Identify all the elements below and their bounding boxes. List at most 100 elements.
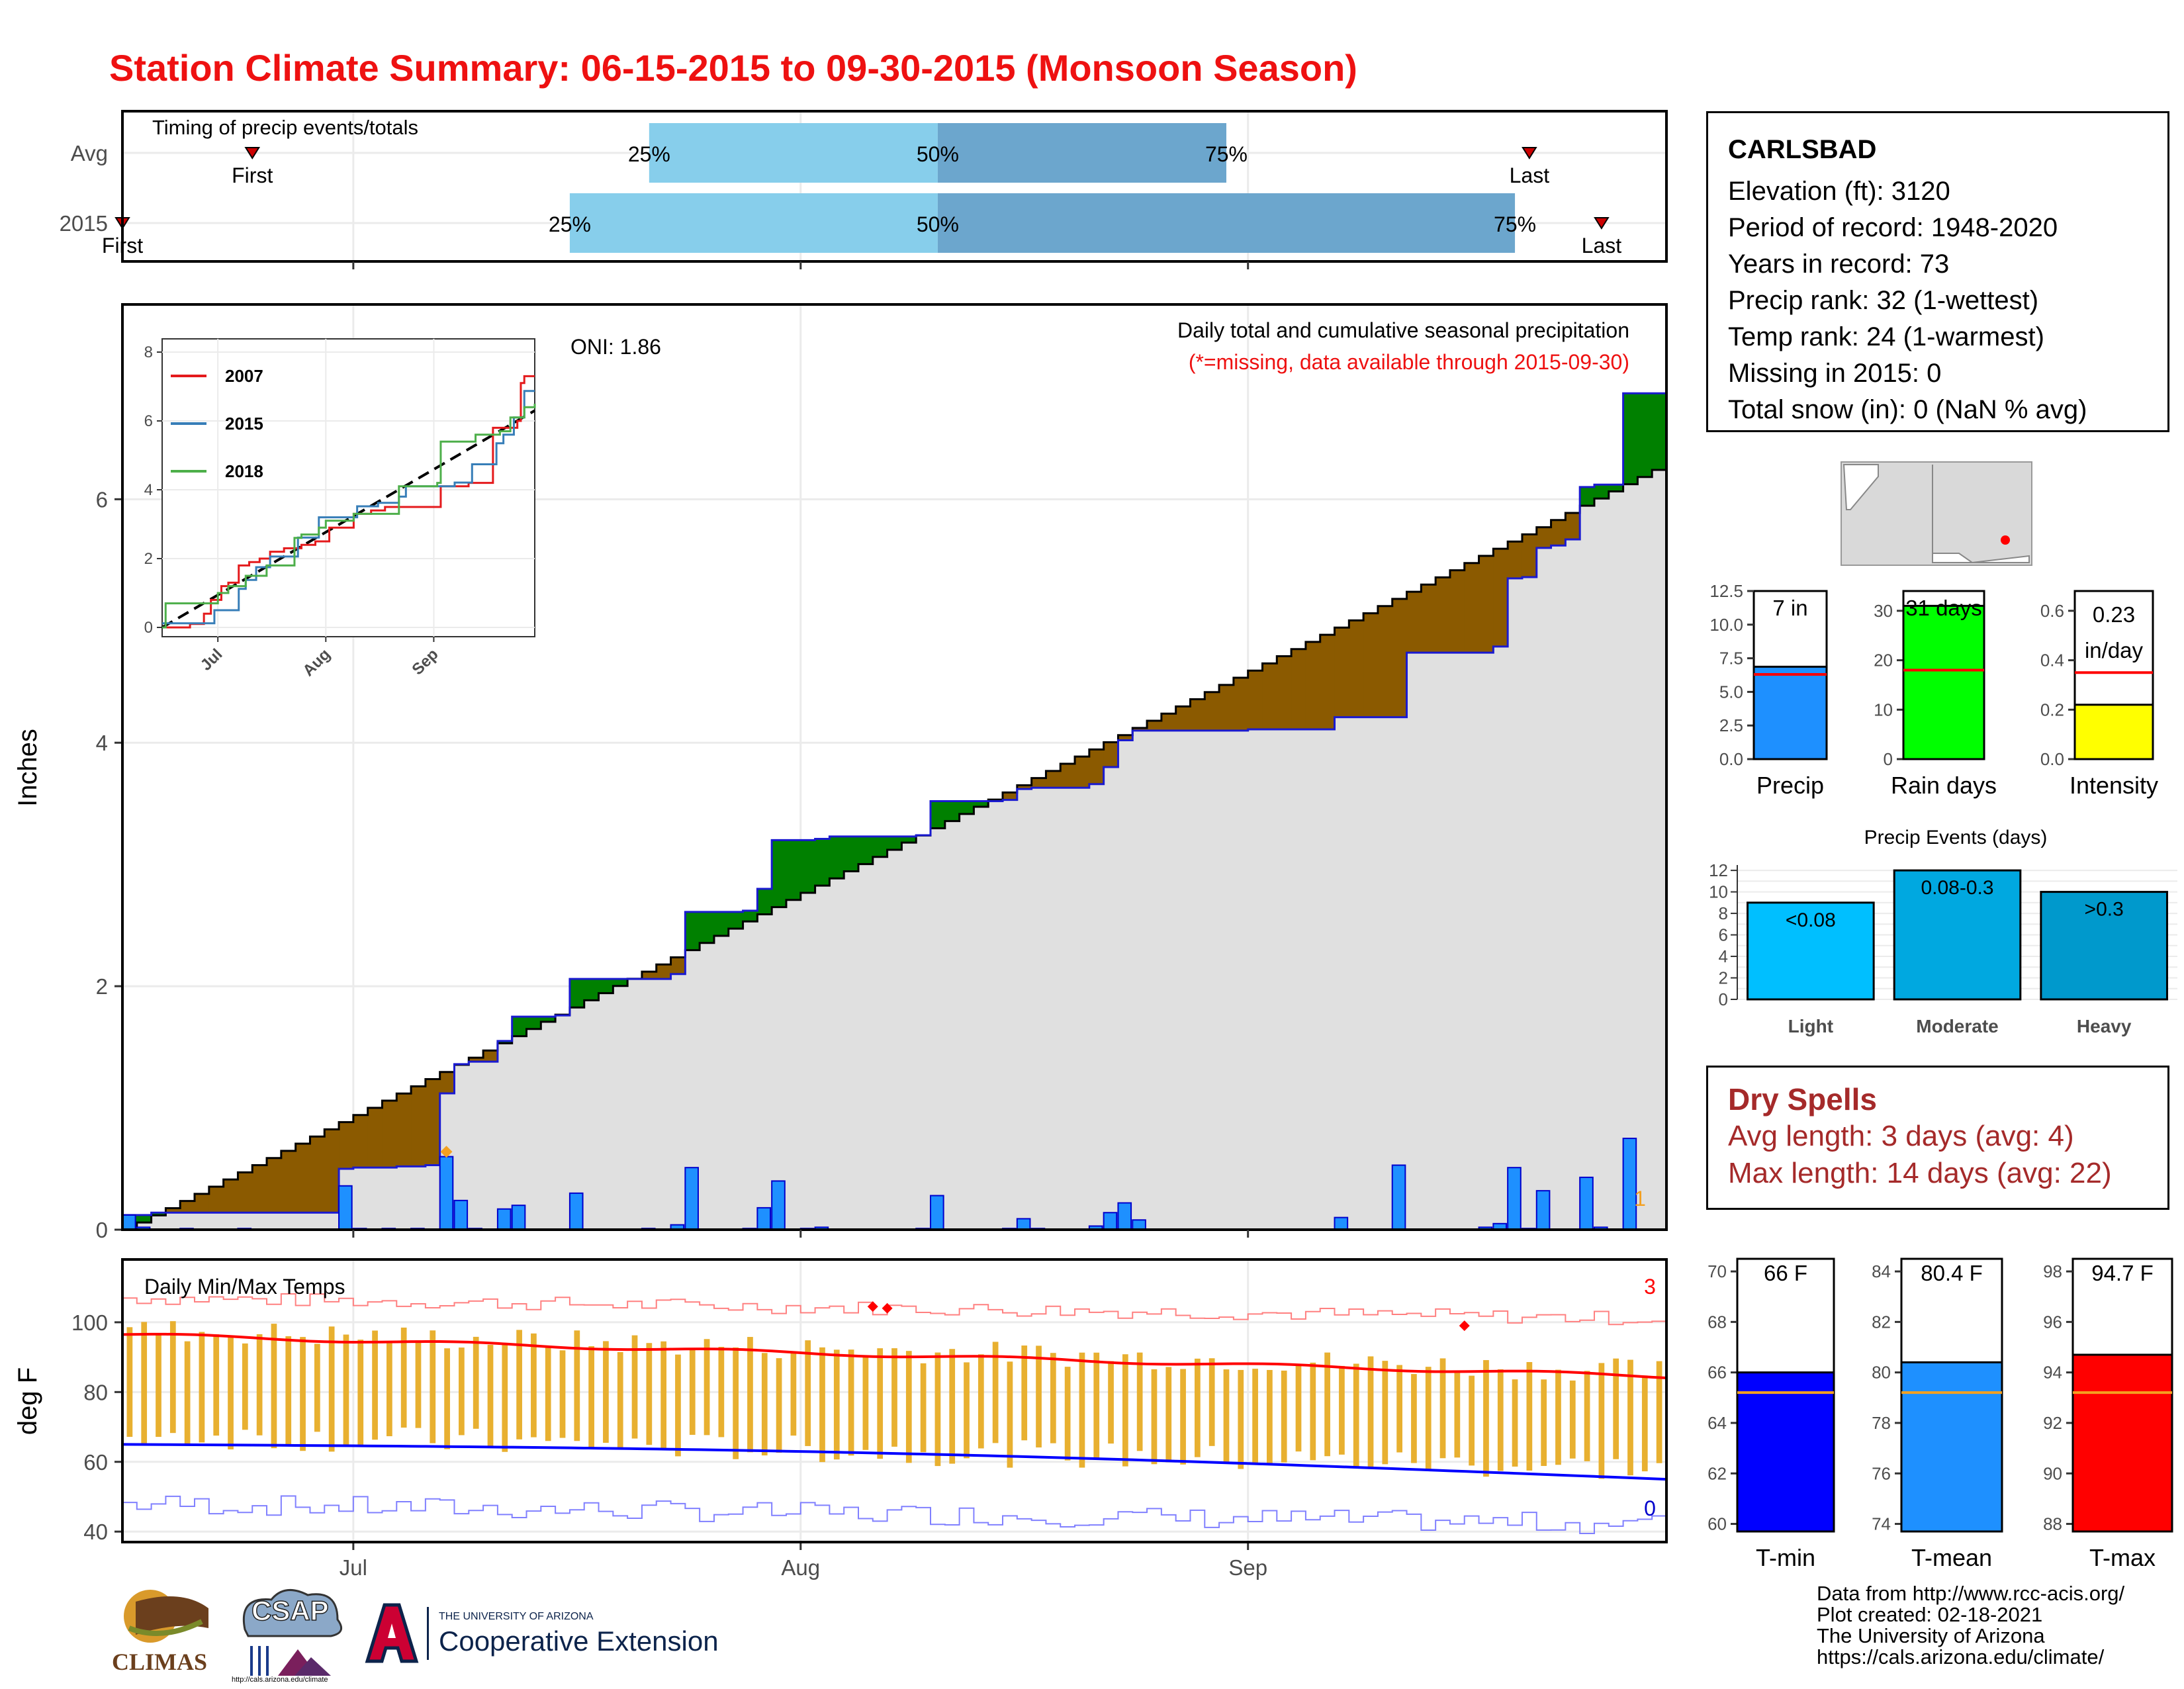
temps-daily-range-bar xyxy=(1007,1361,1013,1467)
precip-anomaly-fill xyxy=(858,837,873,864)
events-bar-label: <0.08 xyxy=(1786,909,1836,931)
temps-daily-range-bar xyxy=(1195,1359,1201,1457)
precip-anomaly-fill xyxy=(1335,627,1349,717)
small-intensity-ytick-label: 0.2 xyxy=(2040,700,2064,719)
dry-spells-box: Dry Spells Avg length: 3 days (avg: 4) M… xyxy=(1706,1066,2169,1210)
temps-daily-range-bar xyxy=(690,1348,696,1435)
temps-daily-range-bar xyxy=(257,1334,263,1436)
precip-anomaly-fill xyxy=(512,1017,527,1036)
temps-daily-range-bar xyxy=(949,1349,955,1463)
temps-daily-range-bar xyxy=(978,1354,984,1448)
temps-daily-range-bar xyxy=(213,1334,219,1436)
temps-daily-range-bar xyxy=(1454,1373,1460,1457)
temps-daily-range-bar xyxy=(733,1347,739,1459)
temps-daily-range-bar xyxy=(1382,1361,1388,1464)
precip-anomaly-fill xyxy=(844,837,858,872)
small-intensity-ytick-label: 0.6 xyxy=(2040,601,2064,621)
temps-daily-range-bar xyxy=(430,1330,435,1443)
precip-anomaly-fill xyxy=(1219,685,1234,731)
precip-anomaly-fill xyxy=(209,1187,224,1212)
precip-anomaly-fill xyxy=(1262,663,1277,729)
precip-anomaly-fill xyxy=(1205,692,1219,731)
precip-anomaly-fill xyxy=(873,837,887,857)
small-tmin_mean-xlabel: T-min xyxy=(1756,1544,1815,1571)
temps-ytick-label: 40 xyxy=(83,1520,108,1544)
precip-anomaly-fill xyxy=(1637,393,1652,477)
inset-ytick-label: 2 xyxy=(144,550,153,568)
timing-pct-label: 75% xyxy=(1494,212,1536,236)
precip-anomaly-fill xyxy=(296,1144,310,1212)
temps-daily-range-bar xyxy=(603,1341,609,1443)
precip-oni: ONI: 1.86 xyxy=(570,335,661,359)
credit-url: https://cals.arizona.edu/climate/ xyxy=(1817,1647,2124,1668)
station-dot xyxy=(2001,535,2010,545)
precip-anomaly-fill xyxy=(1421,584,1435,653)
temps-daily-range-bar xyxy=(1512,1379,1518,1467)
credit-data-source: Data from http://www.rcc-acis.org/ xyxy=(1817,1583,2124,1604)
precip-anomaly-fill xyxy=(382,1101,396,1167)
precip-daily-bar xyxy=(1118,1203,1131,1230)
small-rain_days-bar xyxy=(1903,606,1984,759)
small-tmean_mean-ytick-label: 80 xyxy=(1872,1363,1891,1383)
temps-daily-range-bar xyxy=(1021,1346,1027,1440)
small-tmin_mean-ytick-label: 70 xyxy=(1707,1261,1727,1281)
precip-anomaly-fill xyxy=(1234,678,1248,731)
temps-xtick-label: Aug xyxy=(781,1555,820,1580)
precip-daily-bar xyxy=(1104,1212,1117,1230)
precip-anomaly-fill xyxy=(195,1194,209,1212)
temps-daily-range-bar xyxy=(444,1348,450,1449)
temps-daily-range-bar xyxy=(1152,1369,1158,1464)
precip-anomaly-fill xyxy=(1537,527,1551,548)
precip-daily-bar xyxy=(1508,1167,1521,1230)
precip-subtitle: (*=missing, data available through 2015-… xyxy=(1189,350,1629,374)
temps-daily-range-bar xyxy=(1498,1369,1504,1471)
precip-anomaly-fill xyxy=(714,912,729,936)
events-xtick-label: Light xyxy=(1788,1016,1833,1036)
temps-daily-range-bar xyxy=(1411,1374,1417,1463)
precip-anomaly-fill xyxy=(1623,393,1638,484)
precip-anomaly-fill xyxy=(887,837,902,850)
temps-daily-range-bar xyxy=(1440,1358,1446,1458)
small-tmean_mean-ytick-label: 82 xyxy=(1872,1312,1891,1332)
temps-daily-range-bar xyxy=(1642,1375,1648,1471)
missing-count: Missing in 2015: 0 xyxy=(1728,355,2148,392)
temps-daily-range-bar xyxy=(1368,1356,1374,1469)
temps-daily-range-bar xyxy=(1555,1370,1561,1465)
ua-a-icon xyxy=(361,1602,420,1665)
precip-anomaly-fill xyxy=(960,801,974,814)
temps-daily-range-bar xyxy=(921,1363,927,1452)
small-tmin_mean-ytick-label: 68 xyxy=(1707,1312,1727,1332)
precip-anomaly-fill xyxy=(700,912,714,943)
temps-corner-high: 3 xyxy=(1644,1275,1656,1299)
inset-ytick-label: 8 xyxy=(144,343,153,361)
temps-daily-range-bar xyxy=(935,1353,941,1467)
precip-anomaly-fill xyxy=(1190,700,1205,731)
precip-anomaly-fill xyxy=(757,889,772,915)
precip-daily-bar xyxy=(570,1193,583,1230)
temps-daily-range-bar xyxy=(329,1326,335,1451)
temps-daily-range-bar xyxy=(1281,1371,1287,1463)
temps-daily-range-bar xyxy=(891,1348,897,1447)
small-tmax_mean-ytick-label: 92 xyxy=(2043,1413,2062,1433)
precip-anomaly-fill xyxy=(1349,620,1363,717)
temps-xtick-label: Jul xyxy=(340,1555,367,1580)
precip-anomaly-fill xyxy=(786,840,801,899)
precip-anomaly-fill xyxy=(238,1172,252,1212)
small-tmax_mean-xlabel: T-max xyxy=(2089,1544,2156,1571)
inset-ytick-label: 0 xyxy=(144,619,153,637)
temps-daily-range-bar xyxy=(1065,1367,1071,1460)
small-tmin_mean-bar xyxy=(1737,1373,1834,1531)
precip-anomaly-fill xyxy=(281,1151,296,1212)
events-bar-label: >0.3 xyxy=(2085,899,2124,921)
precip-anomaly-fill xyxy=(1508,541,1522,578)
period-of-record: Period of record: 1948-2020 xyxy=(1728,210,2148,246)
precip-anomaly-fill xyxy=(1306,642,1320,729)
station-name: CARLSBAD xyxy=(1728,132,2148,168)
small-rain_days-xlabel: Rain days xyxy=(1891,772,1997,799)
temps-daily-range-bar xyxy=(127,1327,133,1437)
precip-daily-bar xyxy=(454,1201,467,1230)
precip-daily-bar xyxy=(512,1205,525,1230)
precip-ytick-label: 0 xyxy=(96,1218,108,1242)
climas-logo-text: CLIMAS xyxy=(112,1648,207,1676)
events-title: Precip Events (days) xyxy=(1864,827,2048,848)
